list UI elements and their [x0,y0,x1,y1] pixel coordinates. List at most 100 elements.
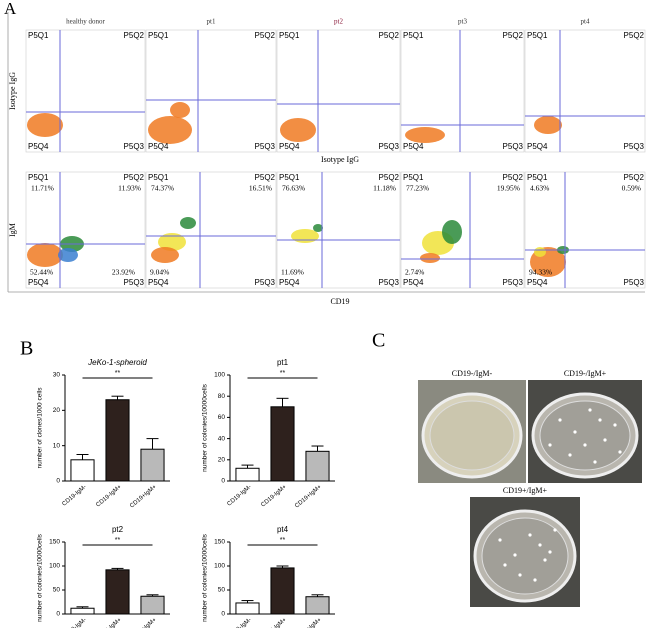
panel-label: B [20,338,33,360]
quadrant-label: P5Q3 [124,278,145,287]
cell-cluster [313,224,323,232]
cell-cluster [405,127,445,143]
y-tick-label: 150 [49,539,60,546]
quadrant-label: P5Q3 [255,142,276,151]
bar [270,406,295,482]
quadrant-percent: 2.74% [405,268,424,277]
y-axis-label: IgM [8,223,17,237]
photo-caption-bg [490,485,560,496]
photo-caption: CD19+/IgM+ [503,486,548,495]
bar [140,595,165,615]
plot-frame [276,171,401,289]
significance-label: ** [280,370,286,377]
quadrant-percent: 9.04% [150,268,169,277]
quadrant-label: P5Q4 [148,278,169,287]
colony [603,438,607,442]
quadrant-label: P5Q1 [527,173,548,182]
bar [235,467,260,482]
photo-caption: CD19-/IgM- [452,369,493,378]
plot-title: healthy donor [66,18,105,26]
quadrant-label: P5Q1 [279,31,300,40]
cell-cluster [280,118,316,142]
quadrant-label: P5Q4 [28,142,49,151]
photo-caption-bg [438,368,506,379]
photo-caption: CD19-/IgM+ [564,369,607,378]
cell-cluster [58,248,78,262]
y-tick-label: 0 [56,478,60,485]
bar [270,567,295,615]
y-tick-label: 100 [214,563,225,570]
plot-title: pt3 [458,18,467,26]
colony [503,563,507,567]
y-tick-label: 100 [214,372,225,379]
colony [598,418,602,422]
quadrant-percent: 11.18% [373,184,396,193]
colony [558,418,562,422]
bar [105,569,130,615]
cell-cluster [534,116,562,134]
quadrant-percent: 76.63% [282,184,305,193]
y-tick-label: 100 [49,563,60,570]
quadrant-label: P5Q1 [403,31,424,40]
plot-frame [25,171,146,289]
quadrant-percent: 19.95% [497,184,520,193]
y-tick-label: 0 [221,478,225,485]
quadrant-label: P5Q1 [148,31,169,40]
plot-frame [276,29,401,153]
significance-label: ** [280,537,286,544]
significance-label: ** [115,370,121,377]
cell-cluster [442,220,462,244]
colony [528,533,532,537]
quadrant-label: P5Q4 [279,278,300,287]
quadrant-label: P5Q4 [403,142,424,151]
y-tick-label: 0 [221,611,225,618]
quadrant-label: P5Q3 [503,142,524,151]
quadrant-label: P5Q4 [527,278,548,287]
petri-dish-inner [429,400,515,471]
colony [613,423,617,427]
y-tick-label: 50 [53,587,61,594]
quadrant-label: P5Q3 [255,278,276,287]
quadrant-percent: 11.93% [118,184,141,193]
colony [513,553,517,557]
plot-title: pt1 [207,18,216,26]
plot-frame [400,171,525,289]
y-tick-label: 50 [218,587,226,594]
colony [533,578,537,582]
quadrant-label: P5Q2 [124,31,145,40]
y-tick-label: 20 [218,457,226,464]
x-axis-label: CD19 [330,297,349,306]
quadrant-percent: 11.71% [31,184,54,193]
colony [518,573,522,577]
plot-title: pt4 [581,18,590,26]
colony [548,550,552,554]
quadrant-label: P5Q2 [379,31,400,40]
quadrant-label: P5Q2 [124,173,145,182]
quadrant-percent: 4.63% [530,184,549,193]
quadrant-label: P5Q1 [279,173,300,182]
colony [583,443,587,447]
chart-title: pt2 [112,525,124,534]
quadrant-label: P5Q4 [527,142,548,151]
quadrant-percent: 77.23% [406,184,429,193]
bar [140,448,165,482]
cell-cluster [27,243,63,267]
quadrant-label: P5Q3 [503,278,524,287]
bar [70,459,95,482]
y-tick-label: 150 [214,539,225,546]
quadrant-percent: 74.37% [151,184,174,193]
y-tick-label: 10 [53,442,61,449]
plot-frame [524,29,646,153]
quadrant-label: P5Q3 [624,142,645,151]
y-axis-label: Isotype IgG [8,72,17,110]
bar [70,607,95,615]
quadrant-label: P5Q4 [279,142,300,151]
petri-dish-inner [539,400,631,471]
cell-cluster [27,113,63,137]
quadrant-percent: 52.44% [30,268,53,277]
bar [105,399,130,482]
quadrant-label: P5Q4 [403,278,424,287]
quadrant-label: P5Q2 [624,173,645,182]
colony [588,408,592,412]
